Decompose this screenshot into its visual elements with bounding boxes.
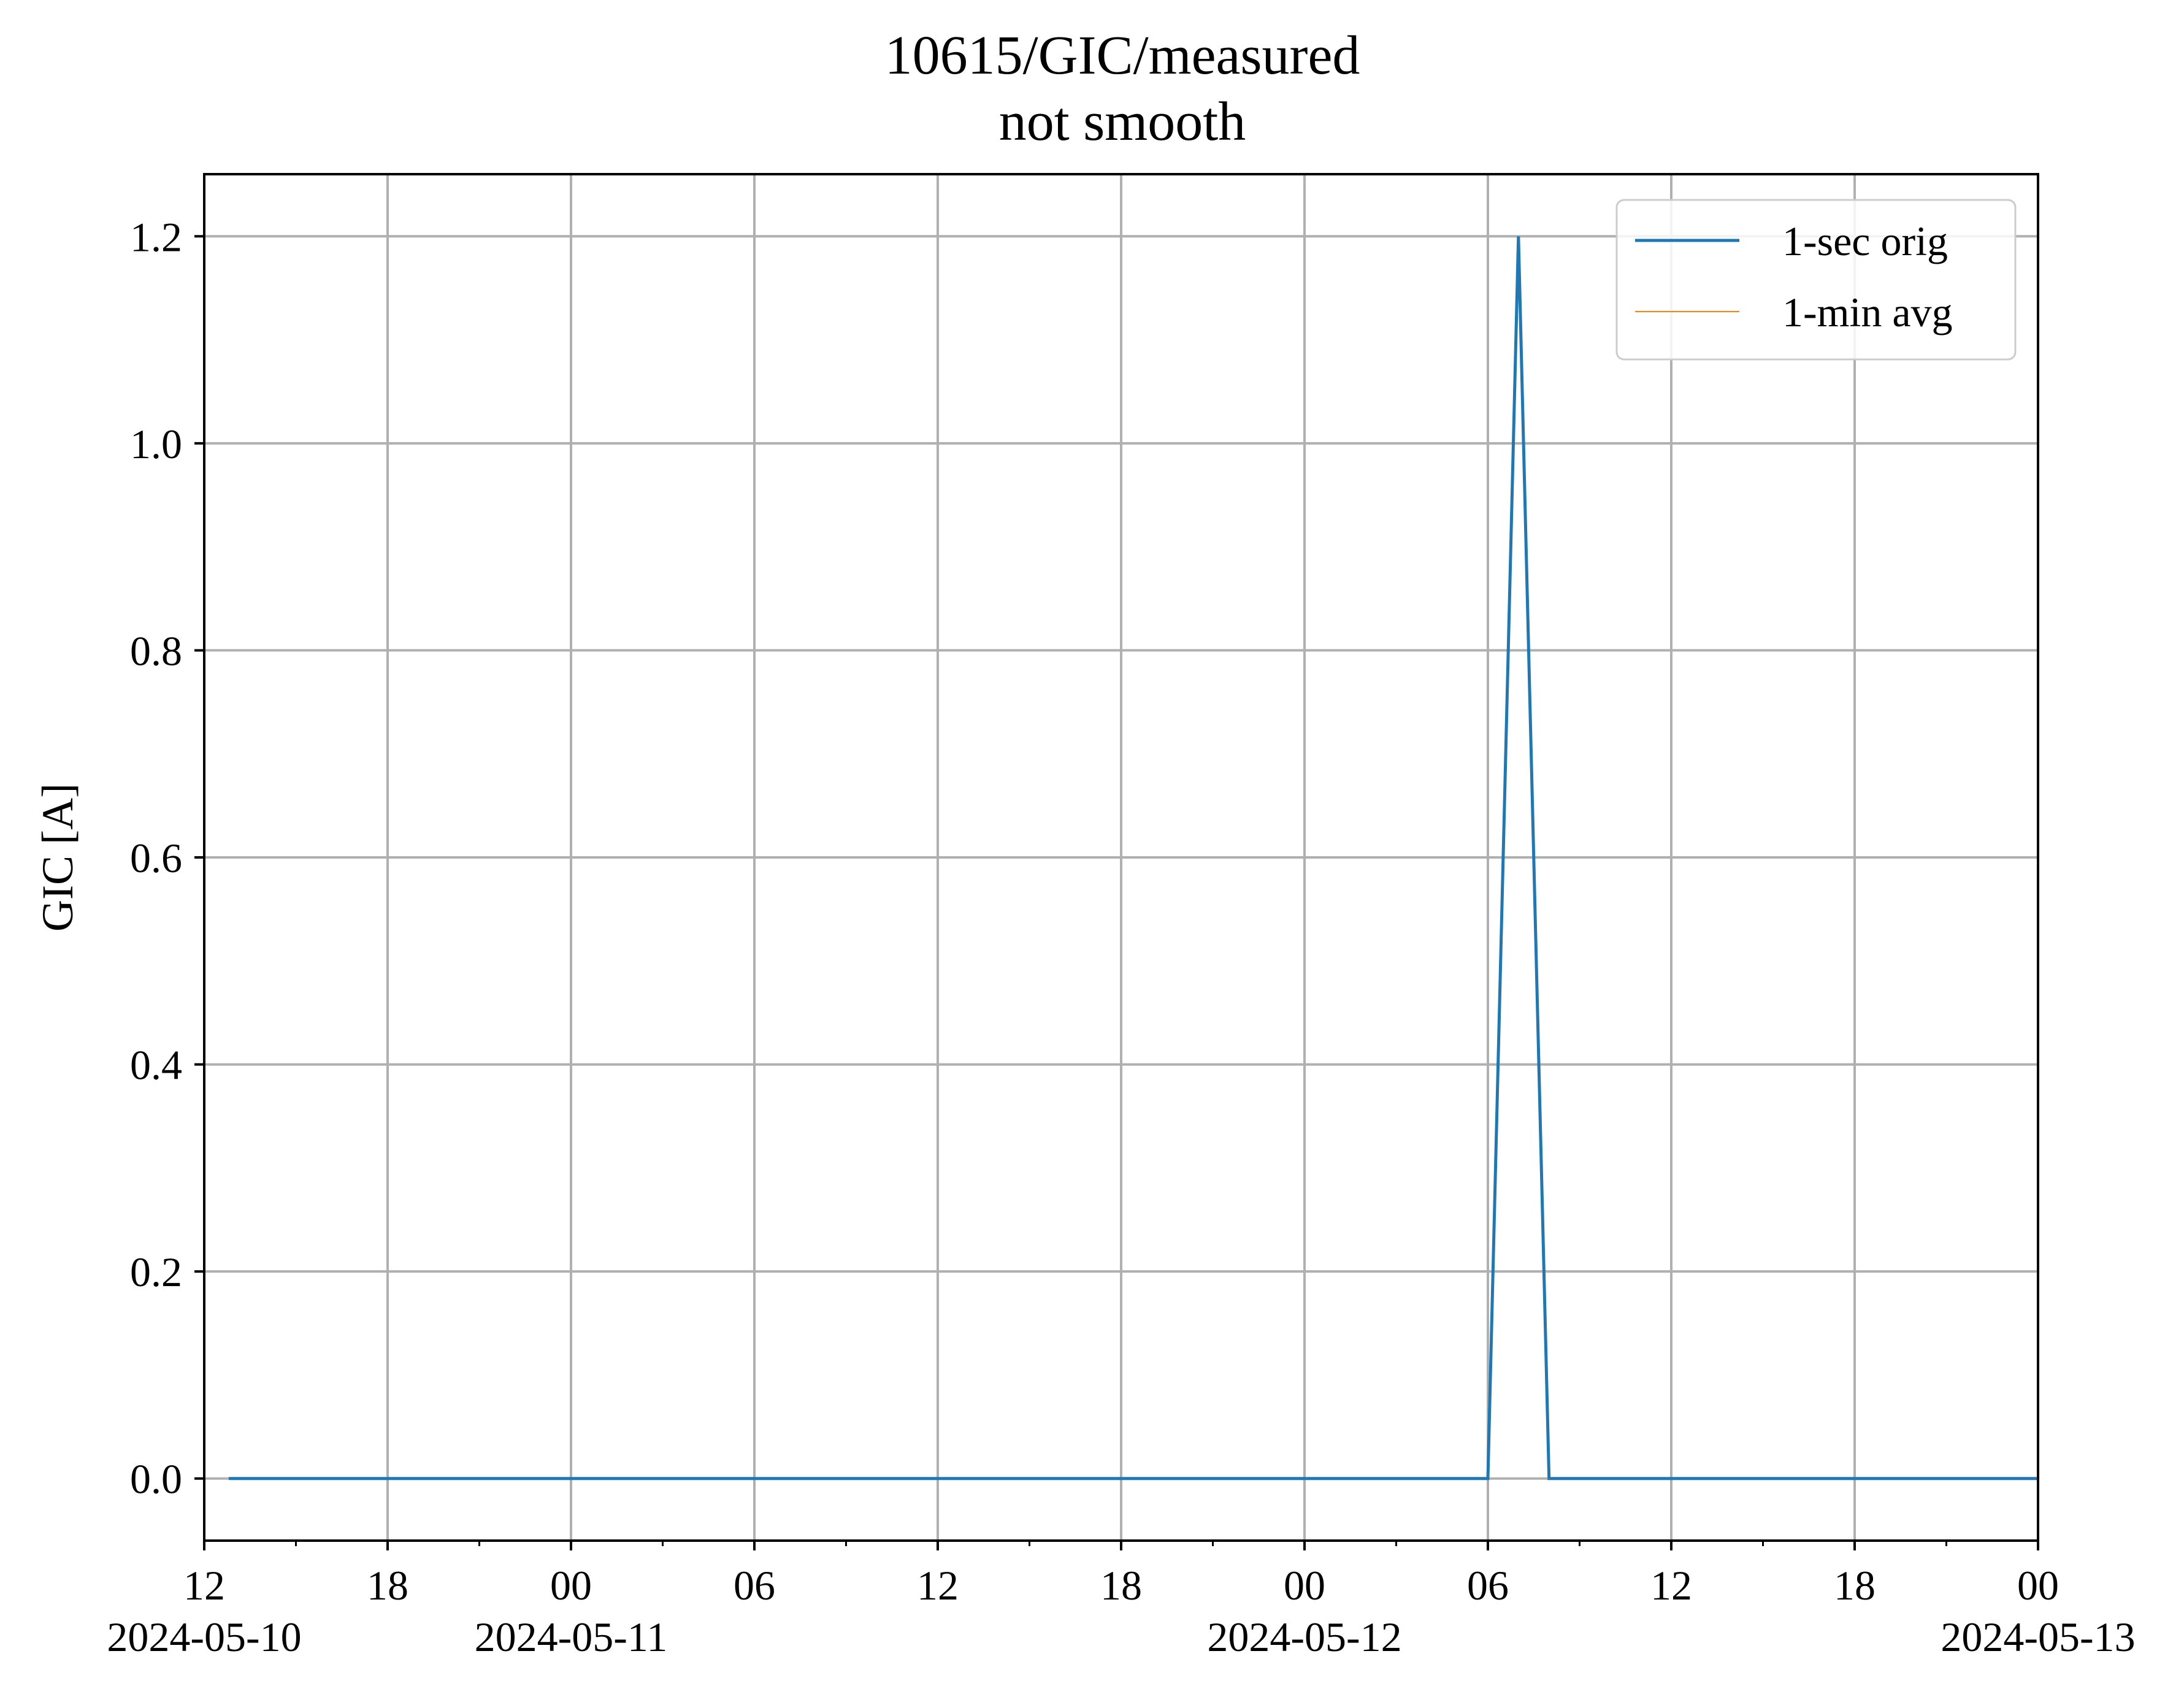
- x-tick-hour-label: 18: [1100, 1562, 1142, 1609]
- x-tick-hour-label: 00: [2017, 1562, 2059, 1609]
- y-tick-label: 1.0: [130, 421, 182, 467]
- x-tick-hour-label: 18: [1834, 1562, 1876, 1609]
- x-tick-hour-label: 00: [1284, 1562, 1325, 1609]
- x-tick-date-label: 2024-05-11: [475, 1614, 668, 1660]
- x-tick-hour-label: 06: [1467, 1562, 1509, 1609]
- y-tick-label: 0.2: [130, 1249, 182, 1295]
- series-line: [228, 236, 2038, 1481]
- axis-ticks: 0.0 0.2 0.4 0.6 0.8 1.0 1.2 12 2024-05-10 18 00 202…: [107, 213, 2135, 1660]
- x-tick-hour-label: 06: [734, 1562, 775, 1609]
- y-tick-label: 0.6: [130, 835, 182, 881]
- chart-subtitle: not smooth: [999, 91, 1246, 152]
- x-tick-hour-label: 18: [367, 1562, 408, 1609]
- y-tick-label: 0.0: [130, 1456, 182, 1503]
- legend-label: 1-sec orig: [1782, 218, 1948, 264]
- x-tick-date-label: 2024-05-10: [107, 1614, 301, 1660]
- x-tick-hour-label: 12: [183, 1562, 225, 1609]
- y-axis-label: GIC [A]: [33, 783, 82, 932]
- legend-label: 1-min avg: [1782, 289, 1953, 335]
- y-tick-label: 0.8: [130, 627, 182, 674]
- y-tick-label: 1.2: [130, 213, 182, 260]
- chart-title: 10615/GIC/measured: [885, 25, 1360, 86]
- x-tick-hour-label: 12: [917, 1562, 959, 1609]
- x-tick-hour-label: 12: [1650, 1562, 1692, 1609]
- grid: [203, 174, 2039, 1541]
- x-tick-date-label: 2024-05-13: [1941, 1614, 2135, 1660]
- x-tick-hour-label: 00: [550, 1562, 592, 1609]
- legend: 1-sec orig 1-min avg: [1615, 199, 2017, 361]
- y-tick-label: 0.4: [130, 1042, 182, 1089]
- plot-lines: [228, 236, 2038, 1481]
- x-tick-date-label: 2024-05-12: [1207, 1614, 1401, 1660]
